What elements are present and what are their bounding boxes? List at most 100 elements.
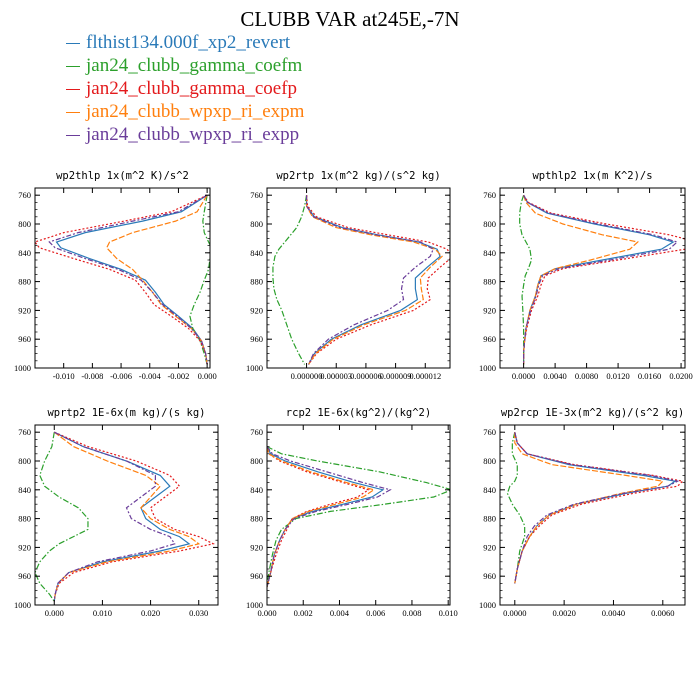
plot-frame — [266, 187, 451, 369]
legend: flthist134.000f_xp2_revert jan24_clubb_g… — [66, 31, 304, 146]
x-tick-label: -0.006 — [110, 371, 132, 381]
panel-title: wpthlp2 1x(m K^2)/s — [532, 170, 652, 182]
series-line — [519, 195, 533, 365]
y-tick-label: 840 — [250, 248, 263, 258]
legend-swatch — [66, 135, 80, 137]
y-tick-label: 760 — [250, 427, 263, 437]
series-line — [267, 446, 450, 588]
series-line — [305, 195, 450, 365]
series-line — [305, 195, 434, 365]
chart-panel: wprtp2 1E-6x(m kg)/(s kg) 760 800 840 880 920… — [14, 407, 219, 618]
series-line — [53, 431, 215, 602]
y-tick-label: 880 — [18, 277, 31, 287]
x-tick-label: 0.020 — [141, 608, 160, 618]
legend-swatch — [66, 112, 80, 114]
y-tick-label: 960 — [18, 571, 31, 581]
y-tick-label: 800 — [483, 456, 496, 466]
x-tick-label: -0.004 — [139, 371, 162, 381]
y-tick-label: 920 — [18, 305, 31, 315]
x-tick-label: 0.0040 — [602, 608, 625, 618]
y-tick-label: 800 — [18, 219, 31, 229]
series-line — [514, 432, 665, 584]
series-group — [267, 446, 450, 588]
chart-panel: wp2thlp 1x(m^2 K)/s^2 760 800 840 880 920 960 1… — [14, 170, 217, 381]
x-tick-label: 0.006 — [366, 608, 385, 618]
x-tick-label: 0.000003 — [320, 371, 352, 381]
y-tick-label: 960 — [483, 334, 496, 344]
series-group — [35, 431, 215, 602]
series-line — [53, 431, 201, 602]
y-tick-label: 840 — [483, 485, 496, 495]
x-tick-label: 0.0000 — [512, 371, 535, 381]
series-line — [105, 194, 208, 365]
series-group — [272, 195, 450, 365]
x-tick-label: 0.000012 — [409, 371, 441, 381]
chart-panel: wpthlp2 1x(m K^2)/s 760 800 840 880 920 960 100… — [479, 170, 693, 381]
y-tick-label: 1000 — [479, 363, 496, 373]
x-tick-label: 0.0200 — [669, 371, 692, 381]
x-tick-label: -0.002 — [167, 371, 189, 381]
x-tick-label: 0.000 — [198, 371, 217, 381]
series-line — [35, 194, 208, 365]
x-tick-label: -0.008 — [81, 371, 103, 381]
y-tick-label: 1000 — [14, 600, 31, 610]
legend-swatch — [66, 43, 80, 45]
series-line — [523, 194, 679, 365]
series-line — [53, 431, 191, 602]
series-line — [506, 432, 526, 584]
y-tick-label: 760 — [250, 190, 263, 200]
y-tick-label: 880 — [18, 514, 31, 524]
series-group — [519, 194, 685, 365]
y-tick-label: 840 — [483, 248, 496, 258]
y-tick-label: 760 — [483, 190, 496, 200]
y-tick-label: 1000 — [479, 600, 496, 610]
chart-panel: rcp2 1E-6x(kg^2)/(kg^2) 760 800 840 880 920 96… — [246, 407, 458, 618]
series-line — [55, 194, 208, 365]
panel-title: wp2rtp 1x(m^2 kg)/(s^2 kg) — [276, 170, 440, 182]
y-tick-label: 800 — [250, 219, 263, 229]
plot-frame — [34, 424, 219, 606]
x-tick-label: 0.000009 — [380, 371, 412, 381]
y-tick-label: 960 — [250, 571, 263, 581]
series-line — [523, 194, 685, 365]
y-tick-label: 760 — [18, 190, 31, 200]
plot-frame — [266, 424, 451, 606]
y-tick-label: 920 — [18, 542, 31, 552]
legend-swatch — [66, 89, 80, 91]
y-tick-label: 880 — [250, 277, 263, 287]
x-tick-label: 0.004 — [330, 608, 350, 618]
x-tick-label: 0.010 — [93, 608, 112, 618]
x-tick-label: -0.010 — [53, 371, 75, 381]
x-tick-label: 0.000006 — [350, 371, 382, 381]
y-tick-label: 960 — [18, 334, 31, 344]
legend-item: jan24_clubb_wpxp_ri_expm — [66, 100, 304, 123]
series-line — [48, 194, 208, 365]
x-tick-label: 0.0040 — [543, 371, 566, 381]
legend-item: jan24_clubb_gamma_coefm — [66, 54, 304, 77]
x-tick-label: 0.010 — [439, 608, 458, 618]
y-tick-label: 800 — [250, 456, 263, 466]
series-line — [514, 432, 680, 584]
x-tick-label: 0.000 — [45, 608, 64, 618]
legend-label: jan24_clubb_wpxp_ri_expp — [86, 124, 300, 145]
series-line — [514, 432, 677, 584]
x-tick-label: 0.0160 — [638, 371, 661, 381]
legend-item: flthist134.000f_xp2_revert — [66, 31, 304, 54]
y-tick-label: 840 — [18, 248, 31, 258]
y-tick-label: 1000 — [246, 600, 263, 610]
x-tick-label: 0.000 — [257, 608, 276, 618]
panel-title: wp2rcp 1E-3x(m^2 kg)/(s^2 kg) — [501, 407, 684, 419]
series-line — [35, 432, 89, 602]
y-tick-label: 920 — [483, 305, 496, 315]
y-tick-label: 920 — [483, 542, 496, 552]
y-tick-label: 880 — [250, 514, 263, 524]
y-tick-label: 840 — [18, 485, 31, 495]
series-line — [53, 431, 176, 602]
legend-label: jan24_clubb_wpxp_ri_expm — [86, 101, 305, 122]
y-tick-label: 760 — [18, 427, 31, 437]
legend-label: jan24_clubb_gamma_coefp — [86, 78, 298, 99]
chart-panel: wp2rtp 1x(m^2 kg)/(s^2 kg) 760 800 840 880 92… — [246, 170, 451, 381]
y-tick-label: 1000 — [246, 363, 263, 373]
plot-frame — [34, 187, 211, 369]
